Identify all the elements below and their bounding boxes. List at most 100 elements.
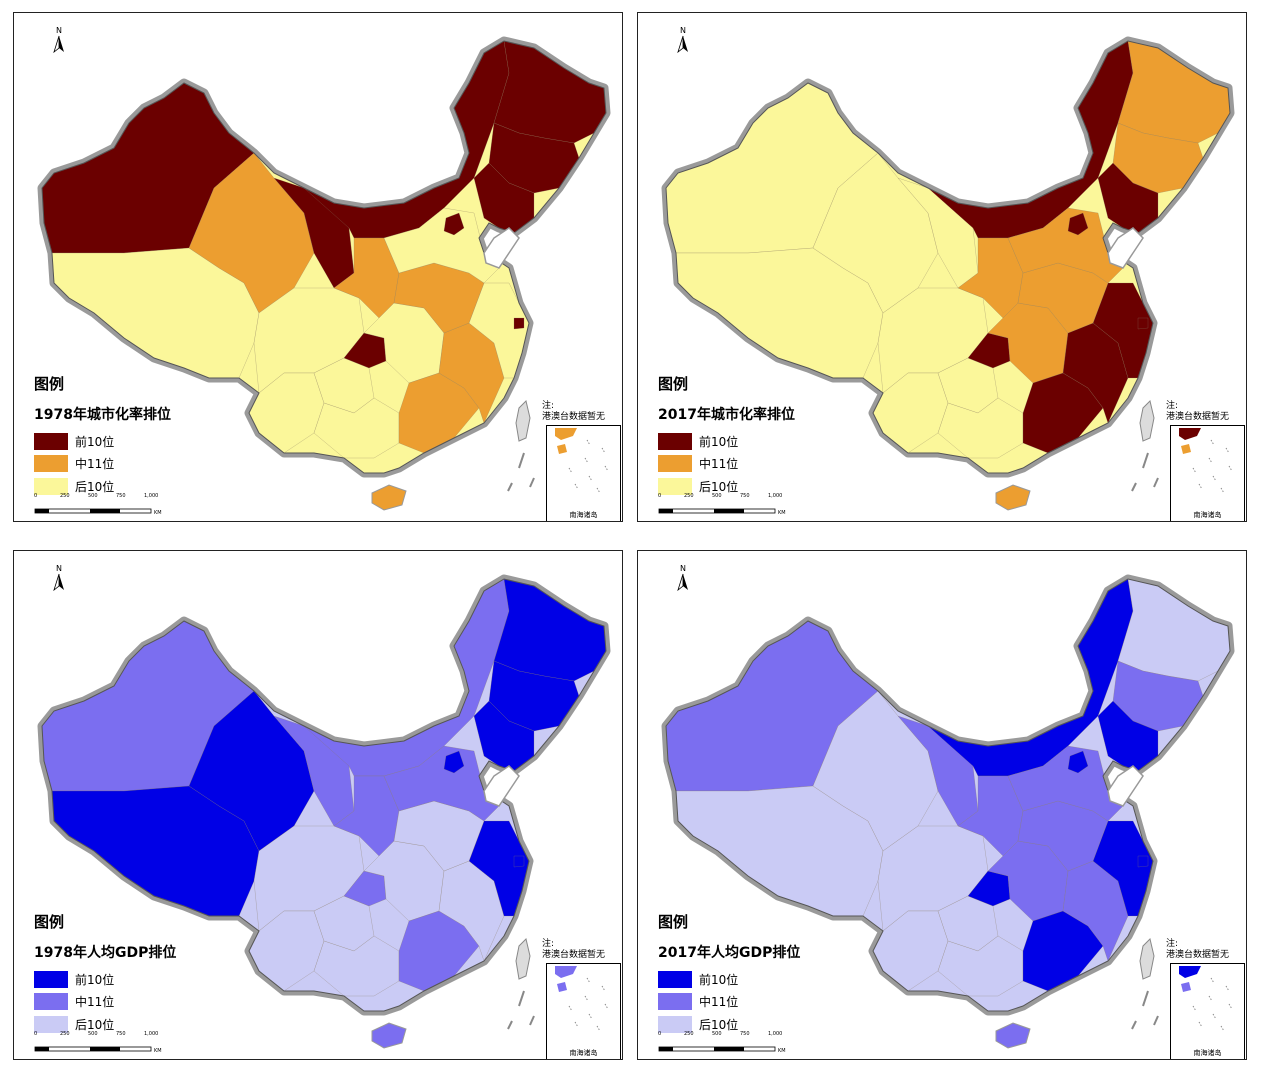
north-arrow: N: [676, 27, 690, 57]
legend-swatch: [34, 1015, 68, 1033]
scale-bar-graphic: KM: [658, 508, 786, 516]
legend-item: 中11位: [658, 991, 858, 1014]
north-arrow-label: N: [56, 26, 62, 35]
south-china-sea-inset: 南海诸岛: [546, 425, 621, 521]
island-mark: [529, 477, 535, 488]
china-map: [661, 574, 1235, 1049]
inset-label: 南海诸岛: [569, 511, 598, 519]
scale-bar-graphic: KM: [34, 508, 162, 516]
legend-label: 前10位: [699, 434, 739, 449]
inset-map: [1179, 428, 1233, 494]
scale-tick-label: 750: [116, 493, 126, 499]
scale-bar: 0 250 500 750 1,000 KM: [658, 493, 808, 516]
note-text: 港澳台数据暂无: [542, 950, 606, 960]
note-text: 港澳台数据暂无: [1166, 950, 1230, 960]
scale-tick-label: 250: [684, 493, 694, 499]
legend-label: 后10位: [699, 479, 739, 494]
scale-tick-label: 500: [88, 493, 98, 499]
north-arrow: N: [676, 565, 690, 595]
south-china-sea-inset: 南海诸岛: [546, 963, 621, 1059]
legend-swatch: [658, 477, 692, 495]
map-panel-2017-urbanization: N 图例 2017年城市化率排位 前10位 中11位 后10位 0 250 500 750 1,00…: [637, 12, 1247, 522]
bohai-sea: [483, 765, 520, 807]
inset-map: [555, 428, 609, 494]
region-hainan: [995, 1022, 1031, 1049]
island-mark: [518, 452, 525, 469]
region-shanghai: [1137, 855, 1149, 868]
island-mark: [1153, 477, 1159, 488]
scale-tick-label: 0: [658, 1031, 662, 1037]
bohai-sea: [1107, 227, 1144, 269]
region-shandong-hebei: [1007, 207, 1124, 284]
map-panel-1978-urbanization: N 图例 1978年城市化率排位 前10位 中11位 后10位 0 250 500 750 1,00…: [13, 12, 623, 522]
scale-tick-label: 250: [684, 1031, 694, 1037]
legend-subtitle: 2017年人均GDP排位: [658, 945, 801, 961]
inset-label: 南海诸岛: [569, 1049, 598, 1057]
legend: 图例 2017年人均GDP排位 前10位 中11位 后10位: [658, 911, 858, 1036]
scale-unit: KM: [154, 510, 162, 516]
island-mark: [507, 482, 513, 492]
data-note: 注: 港澳台数据暂无: [1166, 401, 1229, 423]
note-label: 注:: [542, 401, 555, 411]
island-mark: [1131, 482, 1137, 492]
inset-label: 南海诸岛: [1193, 1049, 1222, 1057]
note-label: 注:: [1166, 939, 1179, 949]
region-beijing: [443, 750, 465, 774]
legend-label: 后10位: [75, 1017, 115, 1032]
scale-bar-graphic: KM: [658, 1046, 786, 1054]
north-arrow-icon: [677, 573, 688, 592]
legend-item: 后10位: [34, 475, 234, 498]
scale-tick-label: 750: [740, 493, 750, 499]
china-map: [37, 574, 611, 1049]
legend-swatch: [658, 432, 692, 450]
legend-swatch: [34, 477, 68, 495]
legend-swatch: [34, 970, 68, 988]
scale-bar: 0 250 500 750 1,000 KM: [658, 1031, 808, 1054]
legend-label: 后10位: [75, 479, 115, 494]
legend-item: 前10位: [34, 968, 234, 991]
region-taiwan: [1139, 938, 1155, 980]
north-arrow-icon: [53, 35, 64, 54]
note-text: 港澳台数据暂无: [542, 412, 606, 422]
region-beijing: [1067, 750, 1089, 774]
region-hainan: [371, 1022, 407, 1049]
scale-unit: KM: [154, 1048, 162, 1054]
legend-swatch: [658, 455, 692, 473]
legend-label: 中11位: [75, 457, 115, 472]
region-hainan: [995, 484, 1031, 511]
legend-title: 图例: [34, 375, 65, 393]
legend-subtitle: 2017年城市化率排位: [658, 407, 795, 423]
legend-subtitle: 1978年城市化率排位: [34, 407, 171, 423]
legend-subtitle: 1978年人均GDP排位: [34, 945, 177, 961]
region-shanghai: [1137, 317, 1149, 330]
legend-title: 图例: [658, 375, 689, 393]
south-china-sea-inset: 南海诸岛: [1170, 425, 1245, 521]
island-mark: [1142, 452, 1149, 469]
legend-label: 前10位: [75, 972, 115, 987]
legend-item: 中11位: [34, 453, 234, 476]
scale-tick-label: 1,000: [144, 493, 159, 499]
scale-unit: KM: [778, 510, 786, 516]
legend-item: 中11位: [658, 453, 858, 476]
legend-swatch: [658, 993, 692, 1011]
legend: 图例 2017年城市化率排位前10位中11位后10位: [658, 373, 858, 498]
scale-tick-label: 500: [712, 493, 722, 499]
scale-tick-label: 750: [740, 1031, 750, 1037]
legend-item: 后10位: [34, 1013, 234, 1036]
note-label: 注:: [542, 939, 555, 949]
note-text: 港澳台数据暂无: [1166, 412, 1230, 422]
scale-tick-label: 250: [60, 1031, 70, 1037]
legend-label: 前10位: [75, 434, 115, 449]
scale-tick-label: 1,000: [144, 1031, 159, 1037]
island-mark: [1131, 1020, 1137, 1030]
data-note: 注: 港澳台数据暂无: [542, 939, 605, 961]
island-mark: [1153, 1015, 1159, 1026]
scale-tick-label: 0: [658, 493, 662, 499]
region-shanghai: [513, 855, 525, 868]
north-arrow: N: [52, 27, 66, 57]
region-taiwan: [515, 938, 531, 980]
scale-tick-label: 750: [116, 1031, 126, 1037]
inset-map: [1179, 966, 1233, 1032]
legend: 图例 1978年人均GDP排位 前10位 中11位 后10位: [34, 911, 234, 1036]
legend-label: 中11位: [699, 995, 739, 1010]
